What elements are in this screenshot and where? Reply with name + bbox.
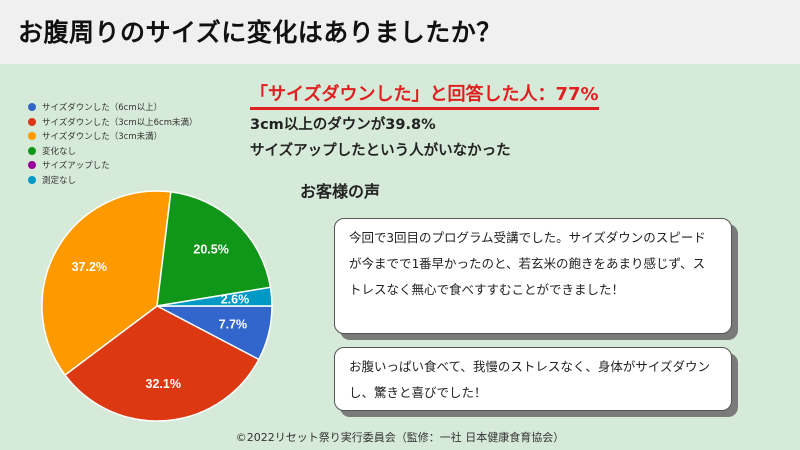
pie-slice [63, 305, 260, 422]
chart-legend: サイズダウンした（6cm以上） サイズダウンした（3cm以上6cm未満） サイズダウ… [28, 100, 197, 187]
customer-voice-heading: お客様の声 [300, 182, 381, 201]
title-bar: お腹周りのサイズに変化はありましたか？ [0, 0, 800, 64]
comment-card-2: お腹いっぱい食べて、我慢のストレスなく、身体がサイズダウンし、驚きと喜びでした！ [334, 347, 732, 411]
pie-slice [156, 286, 273, 307]
legend-label: 測定なし [42, 175, 77, 186]
pie-slice [156, 191, 272, 307]
legend-swatch [28, 161, 36, 170]
legend-item: 変化なし [28, 144, 197, 159]
footer-credit: ©2022リセット祭り実行委員会（監修：一社 日本健康食育協会） [235, 431, 565, 444]
summary-line-1: 3cm以上のダウンが39.8% [250, 117, 436, 133]
pie-slice-label: 20.5% [193, 243, 228, 257]
legend-item: サイズダウンした（3cm以上6cm未満） [28, 115, 197, 130]
legend-swatch [28, 103, 36, 112]
pie-slice [41, 190, 172, 377]
legend-swatch [28, 117, 36, 126]
legend-item: サイズダウンした（6cm以上） [28, 100, 197, 115]
legend-label: サイズダウンした（3cm以上6cm未満） [42, 117, 198, 128]
result-headline: 「サイズダウンした」と回答した人：77% [250, 80, 599, 110]
pie-slice-label: 37.2% [72, 260, 107, 274]
legend-item: サイズアップした [28, 158, 197, 173]
summary-line-2: サイズアップしたという人がいなかった [250, 143, 511, 159]
legend-label: 変化なし [42, 146, 77, 157]
legend-label: サイズダウンした（6cm以上） [42, 103, 163, 114]
pie-slice-label: 7.7% [219, 318, 248, 332]
pie-slice-label: 32.1% [146, 377, 181, 391]
pie-chart: 7.7% 32.1% 37.2% 20.5% 2.6% [41, 190, 273, 422]
legend-label: サイズアップした [42, 161, 110, 172]
legend-label: サイズダウンした（3cm未満） [42, 132, 163, 143]
legend-item: 測定なし [28, 173, 197, 188]
pie-slice-label: 2.6% [221, 293, 250, 307]
legend-item: サイズダウンした（3cm未満） [28, 129, 197, 144]
legend-swatch [28, 175, 36, 184]
legend-swatch [28, 146, 36, 155]
page-title: お腹周りのサイズに変化はありましたか？ [18, 18, 502, 47]
legend-swatch [28, 132, 36, 141]
comment-card-1: 今回で3回目のプログラム受講でした。サイズダウンのスピードが今までで1番早かった… [334, 218, 732, 334]
